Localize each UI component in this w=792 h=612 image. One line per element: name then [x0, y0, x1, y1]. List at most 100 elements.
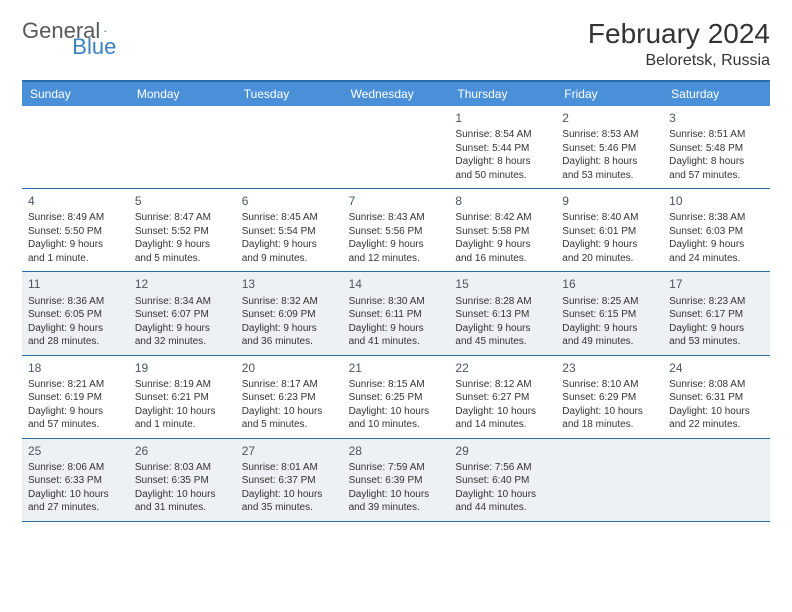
- day-detail-line: Sunset: 6:23 PM: [242, 391, 337, 405]
- day-number: 21: [349, 360, 444, 376]
- day-detail-line: Sunset: 5:56 PM: [349, 225, 444, 239]
- day-header-row: Sunday Monday Tuesday Wednesday Thursday…: [22, 82, 770, 106]
- day-detail-line: Sunset: 6:33 PM: [28, 474, 123, 488]
- day-detail-line: and 10 minutes.: [349, 418, 444, 432]
- calendar-cell: 29Sunrise: 7:56 AMSunset: 6:40 PMDayligh…: [449, 439, 556, 521]
- day-detail-line: Sunrise: 8:53 AM: [562, 128, 657, 142]
- day-number: 12: [135, 276, 230, 292]
- day-number: 13: [242, 276, 337, 292]
- day-detail-line: and 5 minutes.: [242, 418, 337, 432]
- day-detail-line: Daylight: 10 hours: [28, 488, 123, 502]
- day-detail-line: and 1 minute.: [135, 418, 230, 432]
- header: General Blue February 2024 Beloretsk, Ru…: [22, 18, 770, 70]
- day-detail-line: Sunrise: 7:56 AM: [455, 461, 550, 475]
- week-row: 4Sunrise: 8:49 AMSunset: 5:50 PMDaylight…: [22, 189, 770, 272]
- day-detail-line: and 57 minutes.: [28, 418, 123, 432]
- calendar-cell: 3Sunrise: 8:51 AMSunset: 5:48 PMDaylight…: [663, 106, 770, 188]
- calendar-cell: 9Sunrise: 8:40 AMSunset: 6:01 PMDaylight…: [556, 189, 663, 271]
- calendar-cell: 27Sunrise: 8:01 AMSunset: 6:37 PMDayligh…: [236, 439, 343, 521]
- day-number: 22: [455, 360, 550, 376]
- day-detail-line: Sunset: 5:58 PM: [455, 225, 550, 239]
- day-detail-line: and 31 minutes.: [135, 501, 230, 515]
- day-number: 4: [28, 193, 123, 209]
- day-detail-line: Daylight: 9 hours: [669, 322, 764, 336]
- day-detail-line: and 57 minutes.: [669, 169, 764, 183]
- day-detail-line: Sunrise: 8:17 AM: [242, 378, 337, 392]
- day-detail-line: Daylight: 10 hours: [242, 488, 337, 502]
- day-detail-line: Sunset: 6:09 PM: [242, 308, 337, 322]
- day-number: 10: [669, 193, 764, 209]
- day-number: 5: [135, 193, 230, 209]
- calendar-cell: 14Sunrise: 8:30 AMSunset: 6:11 PMDayligh…: [343, 272, 450, 354]
- day-detail-line: Daylight: 9 hours: [455, 322, 550, 336]
- day-header: Sunday: [22, 82, 129, 106]
- day-number: 14: [349, 276, 444, 292]
- day-number: 9: [562, 193, 657, 209]
- day-detail-line: Daylight: 10 hours: [669, 405, 764, 419]
- day-header: Tuesday: [236, 82, 343, 106]
- day-detail-line: Sunset: 6:05 PM: [28, 308, 123, 322]
- day-detail-line: Sunset: 6:29 PM: [562, 391, 657, 405]
- day-detail-line: Sunset: 5:48 PM: [669, 142, 764, 156]
- calendar-cell: 21 Sunrise: 8:15 AMSunset: 6:25 PMDayligh…: [343, 356, 450, 438]
- day-detail-line: Daylight: 9 hours: [28, 238, 123, 252]
- day-detail-line: and 9 minutes.: [242, 252, 337, 266]
- day-number: 25: [28, 443, 123, 459]
- day-detail-line: Sunrise: 8:36 AM: [28, 295, 123, 309]
- day-detail-line: Daylight: 9 hours: [28, 322, 123, 336]
- calendar-cell: 22Sunrise: 8:12 AMSunset: 6:27 PMDayligh…: [449, 356, 556, 438]
- calendar-cell: [343, 106, 450, 188]
- day-detail-line: Sunrise: 8:38 AM: [669, 211, 764, 225]
- week-row: 11Sunrise: 8:36 AMSunset: 6:05 PMDayligh…: [22, 272, 770, 355]
- calendar-cell: 16Sunrise: 8:25 AMSunset: 6:15 PMDayligh…: [556, 272, 663, 354]
- day-detail-line: and 14 minutes.: [455, 418, 550, 432]
- day-detail-line: and 12 minutes.: [349, 252, 444, 266]
- day-header: Wednesday: [343, 82, 450, 106]
- calendar-cell: 25 Sunrise: 8:06 AMSunset: 6:33 PMDayligh…: [22, 439, 129, 521]
- day-detail-line: Sunrise: 8:40 AM: [562, 211, 657, 225]
- day-detail-line: Sunrise: 8:06 AM: [28, 461, 123, 475]
- day-detail-line: Daylight: 9 hours: [28, 405, 123, 419]
- calendar-cell: 4Sunrise: 8:49 AMSunset: 5:50 PMDaylight…: [22, 189, 129, 271]
- day-number: 18: [28, 360, 123, 376]
- calendar-cell: 28Sunrise: 7:59 AMSunset: 6:39 PMDayligh…: [343, 439, 450, 521]
- day-detail-line: Sunrise: 8:03 AM: [135, 461, 230, 475]
- day-detail-line: Sunset: 5:46 PM: [562, 142, 657, 156]
- day-detail-line: and 49 minutes.: [562, 335, 657, 349]
- day-detail-line: Sunset: 6:31 PM: [669, 391, 764, 405]
- day-detail-line: and 20 minutes.: [562, 252, 657, 266]
- day-detail-line: Sunrise: 8:25 AM: [562, 295, 657, 309]
- calendar-cell: 6Sunrise: 8:45 AMSunset: 5:54 PMDaylight…: [236, 189, 343, 271]
- day-detail-line: and 28 minutes.: [28, 335, 123, 349]
- day-detail-line: Sunset: 5:52 PM: [135, 225, 230, 239]
- day-detail-line: Daylight: 10 hours: [455, 405, 550, 419]
- calendar-cell: 26Sunrise: 8:03 AMSunset: 6:35 PMDayligh…: [129, 439, 236, 521]
- calendar: Sunday Monday Tuesday Wednesday Thursday…: [22, 80, 770, 522]
- day-detail-line: Daylight: 10 hours: [349, 488, 444, 502]
- day-detail-line: Daylight: 10 hours: [135, 405, 230, 419]
- day-detail-line: Sunset: 5:44 PM: [455, 142, 550, 156]
- calendar-cell: 13Sunrise: 8:32 AMSunset: 6:09 PMDayligh…: [236, 272, 343, 354]
- day-detail-line: Sunset: 6:25 PM: [349, 391, 444, 405]
- day-detail-line: Daylight: 9 hours: [455, 238, 550, 252]
- calendar-cell: 17Sunrise: 8:23 AMSunset: 6:17 PMDayligh…: [663, 272, 770, 354]
- day-header: Friday: [556, 82, 663, 106]
- day-detail-line: Sunrise: 8:43 AM: [349, 211, 444, 225]
- day-number: 20: [242, 360, 337, 376]
- day-detail-line: Daylight: 9 hours: [349, 238, 444, 252]
- day-detail-line: and 35 minutes.: [242, 501, 337, 515]
- day-detail-line: Sunset: 6:37 PM: [242, 474, 337, 488]
- day-detail-line: Sunrise: 8:45 AM: [242, 211, 337, 225]
- day-number: 26: [135, 443, 230, 459]
- day-detail-line: Sunset: 6:21 PM: [135, 391, 230, 405]
- day-detail-line: and 50 minutes.: [455, 169, 550, 183]
- calendar-cell: 15Sunrise: 8:28 AMSunset: 6:13 PMDayligh…: [449, 272, 556, 354]
- day-detail-line: Daylight: 10 hours: [349, 405, 444, 419]
- day-detail-line: Sunrise: 8:21 AM: [28, 378, 123, 392]
- calendar-cell: [129, 106, 236, 188]
- day-detail-line: Sunrise: 8:15 AM: [349, 378, 444, 392]
- day-detail-line: Daylight: 9 hours: [135, 238, 230, 252]
- day-number: 29: [455, 443, 550, 459]
- day-detail-line: Sunrise: 8:34 AM: [135, 295, 230, 309]
- day-number: 24: [669, 360, 764, 376]
